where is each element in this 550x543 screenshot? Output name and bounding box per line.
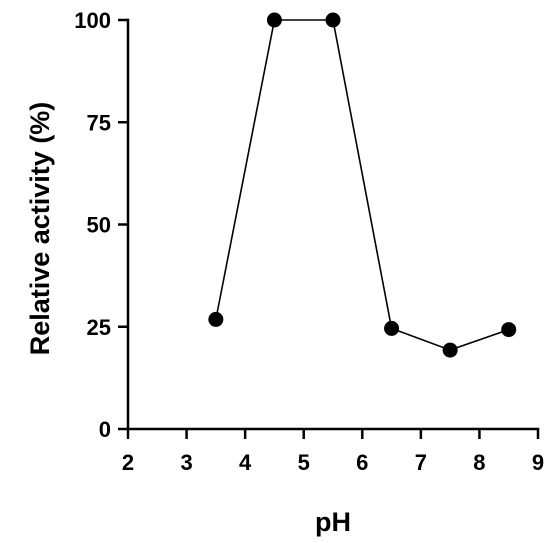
- x-tick-label: 2: [122, 450, 134, 475]
- x-axis-title: pH: [315, 507, 351, 537]
- y-tick-label: 25: [87, 315, 111, 340]
- y-tick-label: 100: [74, 8, 111, 33]
- data-point: [266, 12, 282, 28]
- data-point: [501, 322, 517, 338]
- y-tick-label: 50: [87, 213, 111, 238]
- x-tick-label: 4: [239, 450, 252, 475]
- x-tick-label: 7: [415, 450, 427, 475]
- y-tick-label: 75: [87, 110, 111, 135]
- x-tick-label: 5: [298, 450, 310, 475]
- series-layer: [208, 12, 517, 358]
- y-axis-title: Relative activity (%): [25, 102, 55, 356]
- y-axis-ticks: 0 25 50 75 100: [74, 8, 128, 442]
- data-point: [325, 12, 341, 28]
- x-tick-label: 9: [532, 450, 544, 475]
- x-tick-label: 8: [473, 450, 485, 475]
- x-axis-ticks: 2 3 4 5 6 7 8 9: [122, 429, 544, 475]
- data-point: [208, 311, 224, 327]
- data-point: [442, 342, 458, 358]
- data-point: [384, 320, 400, 336]
- x-tick-label: 3: [180, 450, 192, 475]
- x-tick-label: 6: [356, 450, 368, 475]
- series-line: [215, 19, 509, 351]
- y-tick-label: 0: [99, 417, 111, 442]
